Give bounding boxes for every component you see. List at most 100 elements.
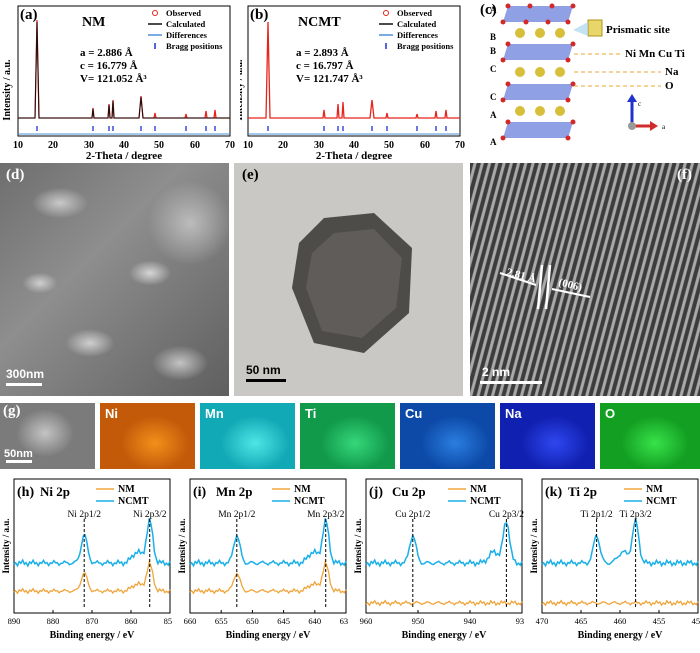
svg-text:A: A <box>490 110 497 120</box>
svg-text:60: 60 <box>190 140 200 151</box>
svg-text:NCMT: NCMT <box>294 496 325 507</box>
xps-curve-nm <box>189 559 347 595</box>
svg-text:40: 40 <box>119 140 129 151</box>
svg-text:20: 20 <box>48 140 58 151</box>
svg-text:B: B <box>490 32 496 42</box>
svg-text:NCMT: NCMT <box>118 496 149 507</box>
xps-xlabel: Binding energy / eV <box>402 630 488 641</box>
eds-map-cu: Cu <box>400 403 495 469</box>
xps-row: (h) Ni 2p NM NCMT Ni 2p1/2 Ni 2p3/2 Intensity … <box>0 475 700 653</box>
o-label: O <box>665 80 674 92</box>
structure-layers <box>500 3 576 141</box>
panel-label-d: (d) <box>6 167 25 183</box>
svg-text:NM: NM <box>646 484 663 495</box>
eds-map-o: O <box>600 403 700 469</box>
d-spacing-label: 2.81 Å <box>505 266 537 285</box>
xps-title: Mn 2p <box>216 484 252 499</box>
panel-label: (i) <box>193 485 207 500</box>
xps-ylabel: Intensity / a.u. <box>529 518 539 573</box>
eds-sem-image: (g) 50nm <box>0 403 95 469</box>
svg-text:70: 70 <box>455 140 465 151</box>
xps-xtick: 660 <box>184 616 197 626</box>
lattice-c-ncmt: c = 16.797 Å <box>296 60 354 72</box>
svg-text:50: 50 <box>154 140 164 151</box>
svg-text:Bragg positions: Bragg positions <box>166 41 223 51</box>
xps-xtick: 880 <box>47 616 60 626</box>
panel-label-c: (c) <box>480 2 497 18</box>
bragg-ticks-ncmt <box>267 126 447 131</box>
svg-text:a: a <box>662 123 666 131</box>
peak-label: Ti 2p3/2 <box>620 510 652 520</box>
svg-text:NCMT: NCMT <box>646 496 677 507</box>
svg-text:c: c <box>638 100 641 108</box>
svg-text:60: 60 <box>420 140 430 151</box>
svg-text:10: 10 <box>13 140 23 151</box>
panel-label: (k) <box>545 485 562 500</box>
scale-label-g: 50nm <box>4 448 33 460</box>
svg-text:Observed: Observed <box>166 8 201 18</box>
svg-text:70: 70 <box>225 140 235 151</box>
svg-text:C: C <box>490 64 497 74</box>
sem-image: (d) 300nm <box>0 163 229 396</box>
svg-text:B: B <box>490 46 496 56</box>
peak-label: Cu 2p3/2 <box>489 510 524 520</box>
xrd-legend-ncmt: Observed Calculated Differences Bragg po… <box>379 8 454 51</box>
svg-text:30: 30 <box>314 140 324 151</box>
svg-text:A: A <box>490 137 497 147</box>
xrd-ylabel-ncmt: Intensity / a.u. <box>240 59 245 121</box>
panel-label-a: (a) <box>20 7 38 23</box>
peak-label: Ti 2p1/2 <box>581 510 613 520</box>
svg-text:10: 10 <box>243 140 253 151</box>
svg-text:A: A <box>490 5 497 15</box>
xps-xtick: 640 <box>308 616 321 626</box>
xps-xtick: 470 <box>536 616 549 626</box>
tem-image: (e) 50 nm <box>234 163 463 396</box>
xps-xtick: 465 <box>575 616 588 626</box>
xps-xtick: 645 <box>277 616 290 626</box>
panel-label: (h) <box>17 485 34 500</box>
xps-xtick: 860 <box>125 616 138 626</box>
na-label: Na <box>665 66 679 78</box>
xps-xlabel: Binding energy / eV <box>578 630 664 641</box>
scale-bar-f <box>480 381 542 384</box>
svg-text:40: 40 <box>349 140 359 151</box>
sample-name-ncmt: NCMT <box>298 15 341 30</box>
xrd-xlabel-nm: 2-Theta / degree <box>86 150 162 160</box>
xps-xtick: 950 <box>412 616 425 626</box>
svg-text:Differences: Differences <box>397 30 439 40</box>
xps-title: Cu 2p <box>392 484 426 499</box>
prismatic-site-icon <box>587 19 603 37</box>
svg-text:Calculated: Calculated <box>397 19 436 29</box>
xrd-pattern-ncmt <box>248 21 460 119</box>
xps-title: Ni 2p <box>40 484 70 499</box>
xps-xtick: 870 <box>86 616 99 626</box>
svg-text:Calculated: Calculated <box>166 19 205 29</box>
xrd-panel-ncmt: (b) NCMT a = 2.893 Å c = 16.797 Å V= 121… <box>240 5 465 160</box>
eds-map-na: Na <box>500 403 595 469</box>
svg-text:NM: NM <box>118 484 135 495</box>
xps-xtick: 455 <box>653 616 666 626</box>
scale-label-d: 300nm <box>6 367 45 381</box>
svg-text:50: 50 <box>384 140 394 151</box>
svg-text:Observed: Observed <box>397 8 432 18</box>
sample-name-nm: NM <box>82 15 105 30</box>
xps-curve-nm <box>13 559 171 595</box>
axis-indicator: c a <box>627 94 666 131</box>
xps-curve-ncmt <box>189 518 347 568</box>
panel-label: (j) <box>369 485 383 500</box>
xps-curve-nm <box>365 599 523 607</box>
scale-bar-e <box>246 379 286 382</box>
xps-xtick: 450 <box>692 616 700 626</box>
peak-label: Mn 2p1/2 <box>218 510 255 520</box>
tm-label: Ni Mn Cu Ti <box>625 48 685 60</box>
panel-label-e: (e) <box>242 167 259 183</box>
xps-title: Ti 2p <box>568 484 597 499</box>
xps-ylabel: Intensity / a.u. <box>177 518 187 573</box>
scale-label-e: 50 nm <box>246 363 281 377</box>
xps-xtick: 940 <box>464 616 477 626</box>
svg-text:Differences: Differences <box>166 30 208 40</box>
svg-text:30: 30 <box>84 140 94 151</box>
xrd-xlabel-ncmt: 2-Theta / degree <box>316 150 392 160</box>
